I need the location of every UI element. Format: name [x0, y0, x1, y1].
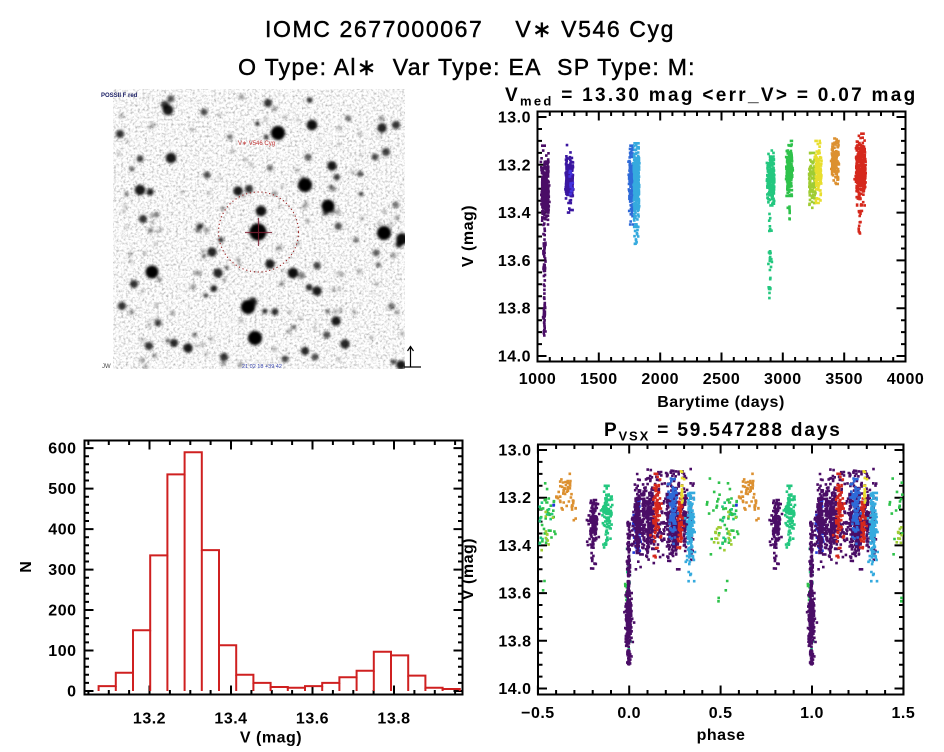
svg-text:13.6: 13.6 [296, 711, 329, 728]
svg-text:Barytime (days): Barytime (days) [657, 394, 785, 411]
svg-text:V (mag): V (mag) [460, 205, 477, 267]
svg-text:1.0: 1.0 [800, 705, 824, 722]
svg-text:400: 400 [48, 522, 76, 539]
svg-text:13.2: 13.2 [498, 157, 531, 174]
svg-text:200: 200 [48, 603, 76, 620]
svg-text:0: 0 [67, 684, 76, 701]
svg-text:Vmed = 13.30 mag <err_V> = 0.0: Vmed = 13.30 mag <err_V> = 0.07 mag [505, 85, 918, 109]
svg-text:JW: JW [102, 364, 111, 370]
svg-text:PVSX = 59.547288 days: PVSX = 59.547288 days [604, 420, 842, 444]
svg-text:2000: 2000 [641, 371, 679, 388]
svg-text:3000: 3000 [764, 371, 802, 388]
svg-text:14.0: 14.0 [498, 349, 531, 366]
svg-text:POSSII F red: POSSII F red [101, 93, 138, 99]
svg-text:13.8: 13.8 [377, 711, 410, 728]
svg-text:13.8: 13.8 [498, 633, 531, 650]
svg-text:3500: 3500 [825, 371, 863, 388]
svg-text:100: 100 [48, 643, 76, 660]
svg-text:O Type: Al∗ Var Type: EA SP: O Type: Al∗ Var Type: EA SP Type: M: [238, 54, 696, 80]
svg-text:13.2: 13.2 [498, 490, 531, 507]
svg-text:21 02 18 +39 42: 21 02 18 +39 42 [242, 364, 282, 370]
svg-text:V (mag): V (mag) [240, 730, 302, 747]
svg-text:14.0: 14.0 [498, 681, 531, 698]
svg-text:13.8: 13.8 [498, 301, 531, 318]
svg-text:1.5: 1.5 [892, 705, 916, 722]
svg-text:V∗ V546 Cyg: V∗ V546 Cyg [238, 141, 275, 147]
svg-text:13.4: 13.4 [498, 538, 531, 555]
svg-text:0.0: 0.0 [617, 705, 641, 722]
svg-text:13.2: 13.2 [133, 711, 166, 728]
svg-text:phase: phase [697, 727, 746, 744]
svg-text:500: 500 [48, 481, 76, 498]
svg-text:V (mag): V (mag) [460, 538, 477, 600]
svg-text:0.5: 0.5 [709, 705, 733, 722]
svg-text:13.0: 13.0 [498, 110, 531, 127]
svg-text:13.4: 13.4 [498, 205, 531, 222]
svg-text:300: 300 [48, 562, 76, 579]
svg-text:1000: 1000 [519, 371, 557, 388]
svg-text:600: 600 [48, 441, 76, 458]
svg-text:13.4: 13.4 [214, 711, 247, 728]
svg-text:N: N [18, 561, 35, 573]
svg-text:13.6: 13.6 [498, 253, 531, 270]
svg-text:13.0: 13.0 [498, 443, 531, 460]
svg-text:2500: 2500 [703, 371, 741, 388]
svg-text:1500: 1500 [580, 371, 618, 388]
svg-text:IOMC 2677000067 V∗ V546 Cyg: IOMC 2677000067 V∗ V546 Cyg [265, 16, 675, 42]
svg-text:4000: 4000 [887, 371, 925, 388]
svg-text:−0.5: −0.5 [521, 705, 555, 722]
svg-text:13.6: 13.6 [498, 586, 531, 603]
